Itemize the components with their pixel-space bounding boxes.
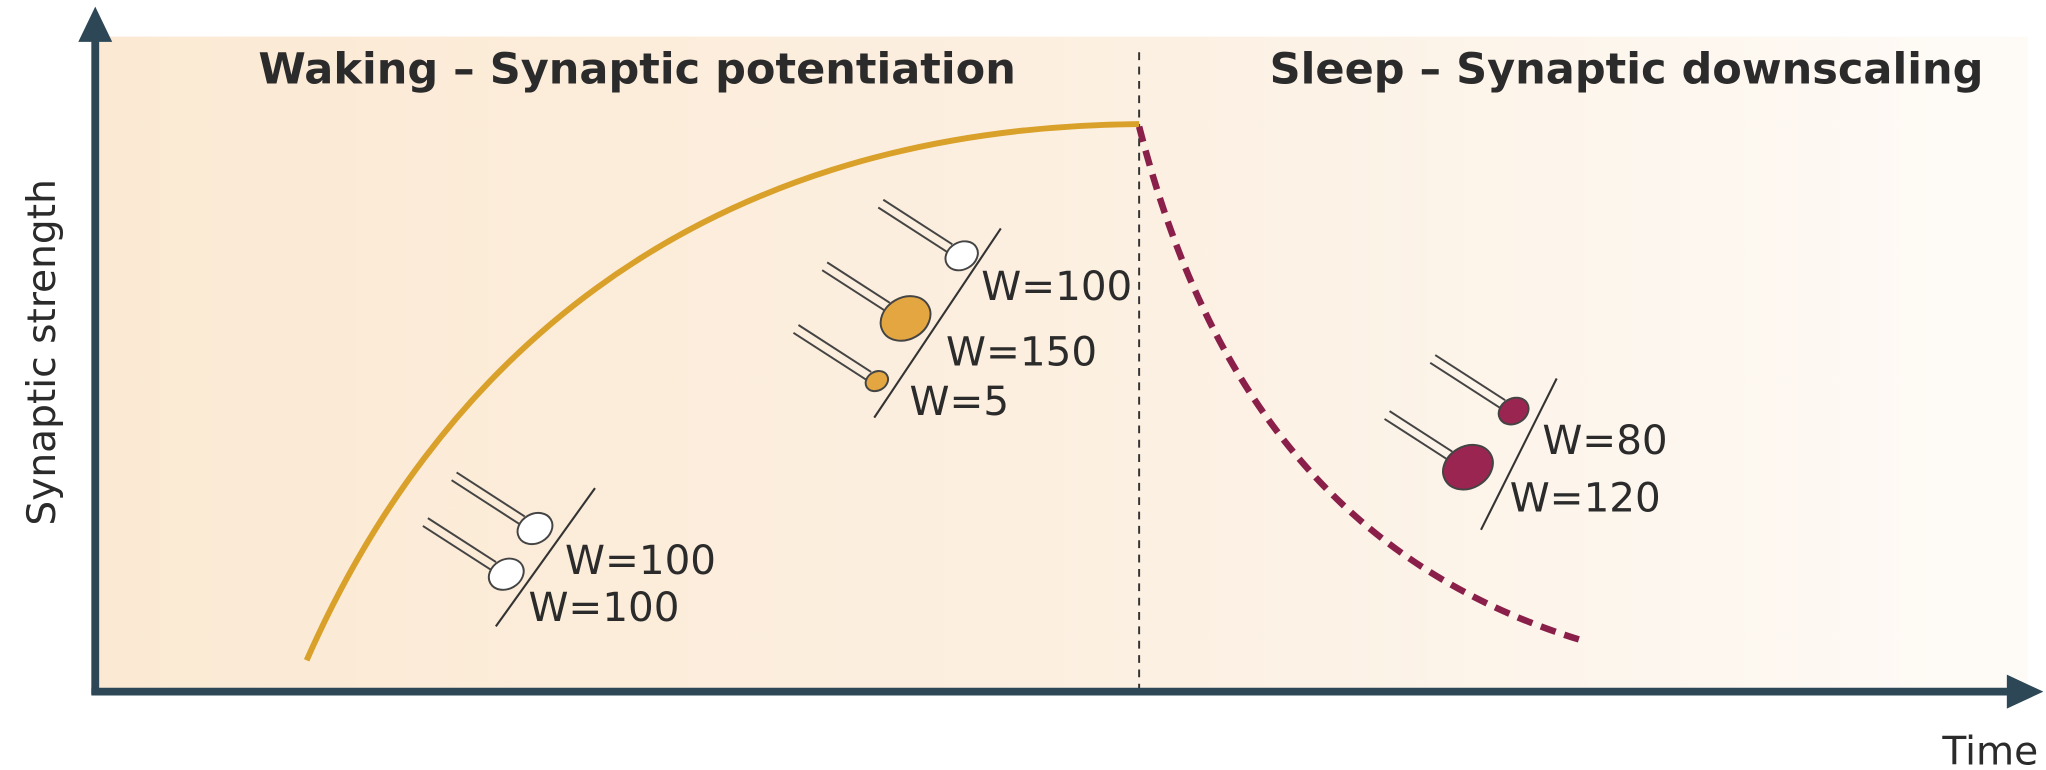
bouton: [487, 557, 525, 591]
y-axis-arrow: [78, 6, 113, 42]
axon: [877, 206, 948, 253]
weight-label: W=100: [981, 262, 1132, 310]
sleep-title: Sleep – Synaptic downscaling: [1270, 45, 1984, 95]
bouton: [516, 511, 554, 546]
axon: [826, 261, 891, 304]
axon: [1389, 410, 1453, 453]
bouton: [1497, 396, 1530, 426]
bouton: [1442, 443, 1494, 491]
bouton: [879, 295, 932, 342]
axon: [821, 269, 886, 312]
x-axis-arrow: [2006, 674, 2044, 709]
x-axis-label: Time: [1941, 730, 2038, 770]
waking-curve: [303, 121, 1140, 662]
background-panel: [96, 36, 2028, 692]
axon: [456, 471, 526, 518]
weight-label: W=150: [946, 327, 1097, 375]
weight-label: W=120: [1510, 474, 1661, 522]
weight-label: W=80: [1542, 416, 1667, 464]
waking-title: Waking – Synaptic potentiation: [258, 45, 1015, 95]
bouton: [944, 240, 979, 272]
membrane-line: [494, 487, 596, 628]
weight-label: W=100: [528, 583, 679, 631]
axon: [1384, 418, 1448, 461]
weight-label: W=5: [909, 377, 1009, 425]
y-axis-label: Synaptic strength: [20, 179, 65, 526]
bouton: [864, 370, 890, 393]
axon: [451, 479, 521, 526]
sleep-curve: [1135, 125, 1580, 643]
axon: [422, 525, 492, 571]
axon: [1429, 361, 1501, 409]
weight-label: W=100: [565, 536, 716, 584]
axon: [427, 517, 497, 563]
membrane-line: [873, 227, 1002, 419]
membrane-line: [1480, 378, 1558, 531]
axon: [882, 198, 953, 246]
axon: [792, 331, 867, 381]
axon: [1434, 354, 1506, 401]
axon: [797, 324, 872, 373]
